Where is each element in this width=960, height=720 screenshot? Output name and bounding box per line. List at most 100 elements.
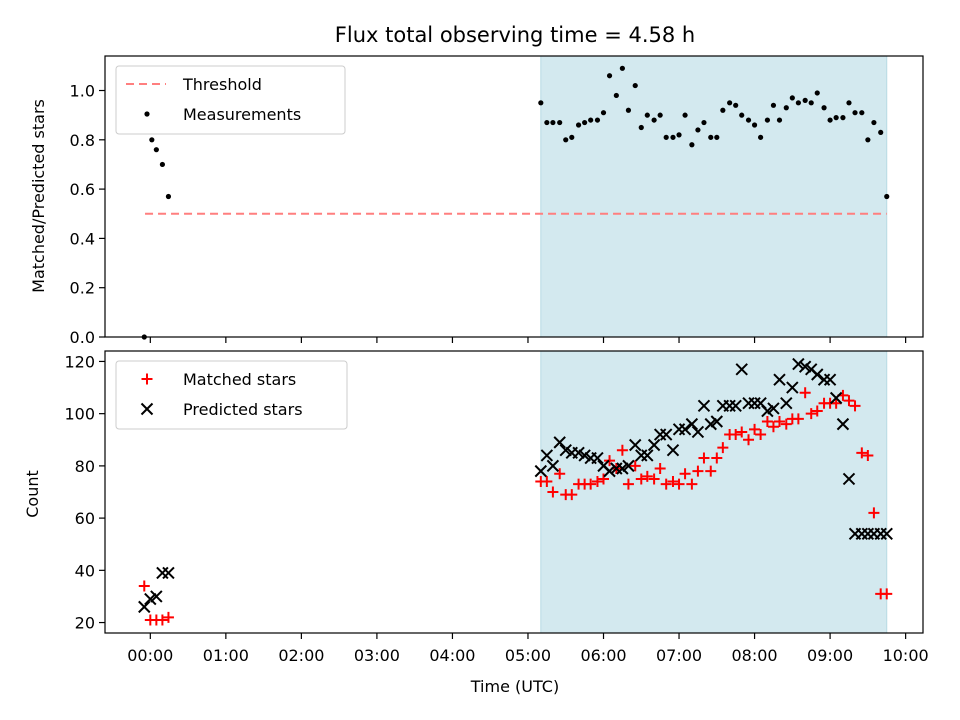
predicted-stars-point (691, 425, 705, 439)
x-tick-label: 06:00 (580, 646, 626, 665)
measurement-point (733, 102, 739, 108)
predicted-stars-point (836, 417, 850, 431)
y-tick-label: 0.2 (70, 279, 95, 298)
measurement-point (695, 127, 701, 133)
matched-stars-point (648, 473, 660, 485)
predicted-stars-point (710, 415, 724, 428)
measurement-point (625, 107, 632, 113)
measurement-point (550, 119, 556, 126)
legend-label: Threshold (182, 75, 262, 94)
measurement-point (727, 100, 733, 106)
x-tick-label: 09:00 (807, 646, 853, 665)
x-tick-label: 10:00 (883, 646, 929, 665)
measurement-point (795, 100, 801, 106)
matched-stars-point (162, 611, 174, 623)
matched-stars-point (585, 478, 597, 490)
y-tick-label: 80 (75, 457, 95, 476)
observing-window-region (540, 55, 888, 338)
measurement-point (751, 122, 758, 128)
matched-stars-point (679, 468, 691, 480)
x-tick-label: 03:00 (354, 646, 400, 665)
measurement-point (776, 117, 783, 123)
matched-stars-point (641, 470, 653, 482)
measurement-point (557, 119, 563, 126)
predicted-stars-point (641, 449, 654, 462)
predicted-stars-point (647, 438, 661, 452)
measurement-point (708, 134, 714, 140)
matched-stars-point (541, 476, 553, 488)
matched-stars-point (654, 463, 666, 474)
matched-stars-point (547, 486, 559, 498)
measurement-point (865, 137, 871, 143)
bottom-y-axis-label: Count (23, 470, 42, 518)
matched-stars-point (717, 442, 729, 454)
legend-label: Matched stars (183, 370, 296, 389)
predicted-stars-point (540, 449, 554, 462)
matched-stars-point (862, 449, 874, 461)
legend-matched-swatch (141, 373, 153, 385)
legend-box (115, 65, 346, 135)
measurement-point (613, 92, 619, 99)
matched-stars-point (792, 413, 804, 425)
matched-stars-point (705, 465, 717, 477)
measurement-point (538, 100, 544, 106)
predicted-stars-point (811, 368, 824, 381)
matched-stars-point (773, 416, 785, 427)
measurement-point (569, 134, 575, 140)
matched-stars-point (761, 416, 773, 427)
matched-stars-point (604, 455, 616, 467)
predicted-stars-point (546, 459, 560, 473)
measurement-point (657, 112, 663, 118)
measurement-point (153, 147, 159, 153)
predicted-stars-point (162, 566, 175, 580)
matched-stars-point (554, 468, 566, 480)
measurement-point (852, 110, 858, 116)
x-axis-label: Time (UTC) (470, 677, 559, 696)
matched-stars-point (698, 452, 710, 464)
measurement-point (701, 119, 707, 126)
matched-stars-point (780, 418, 792, 430)
measurement-point (165, 193, 172, 200)
legend-box (115, 360, 348, 430)
measurement-point (884, 193, 890, 200)
measurement-point (827, 117, 833, 123)
matched-stars-point (635, 473, 647, 485)
bottom-panel: 20 40 60 80 100 120 00:00 01:00 02:00 03:00 04:00 0… (64, 350, 929, 665)
measurement-point (758, 134, 764, 140)
measurement-point (606, 73, 613, 79)
measurement-point (833, 115, 839, 121)
predicted-stars-point (729, 399, 742, 413)
matched-stars-point (868, 507, 880, 519)
y-tick-label: 60 (75, 509, 95, 528)
predicted-stars-point (553, 436, 566, 449)
matched-stars-point (856, 447, 868, 459)
matched-stars-point (799, 387, 811, 399)
matched-stars-point (805, 408, 817, 420)
measurement-point (644, 112, 650, 118)
predicted-stars-point (629, 438, 642, 452)
predicted-stars-point (735, 363, 748, 376)
matched-stars-point (711, 452, 723, 464)
axes-frame (104, 55, 924, 338)
matched-stars-point (156, 614, 168, 626)
matched-stars-point (667, 476, 679, 488)
measurement-point (871, 119, 877, 126)
matched-stars-point (138, 580, 150, 592)
measurement-point (663, 134, 669, 140)
y-tick-label: 0.8 (70, 131, 95, 150)
matched-stars-point (730, 429, 742, 441)
legend-label: Predicted stars (183, 400, 303, 419)
matched-stars-point (830, 397, 842, 409)
matched-stars-point (811, 405, 823, 417)
measurement-point (783, 105, 789, 111)
legend-label: Measurements (183, 105, 301, 124)
predicted-stars-point (792, 357, 805, 371)
measurement-point (814, 90, 820, 96)
measurement-point (846, 100, 852, 106)
y-tick-label: 120 (64, 352, 95, 371)
predicted-stars-point (666, 444, 680, 457)
measurement-point (714, 134, 720, 140)
x-tick-label: 07:00 (656, 646, 702, 665)
y-tick-label: 20 (75, 614, 95, 633)
